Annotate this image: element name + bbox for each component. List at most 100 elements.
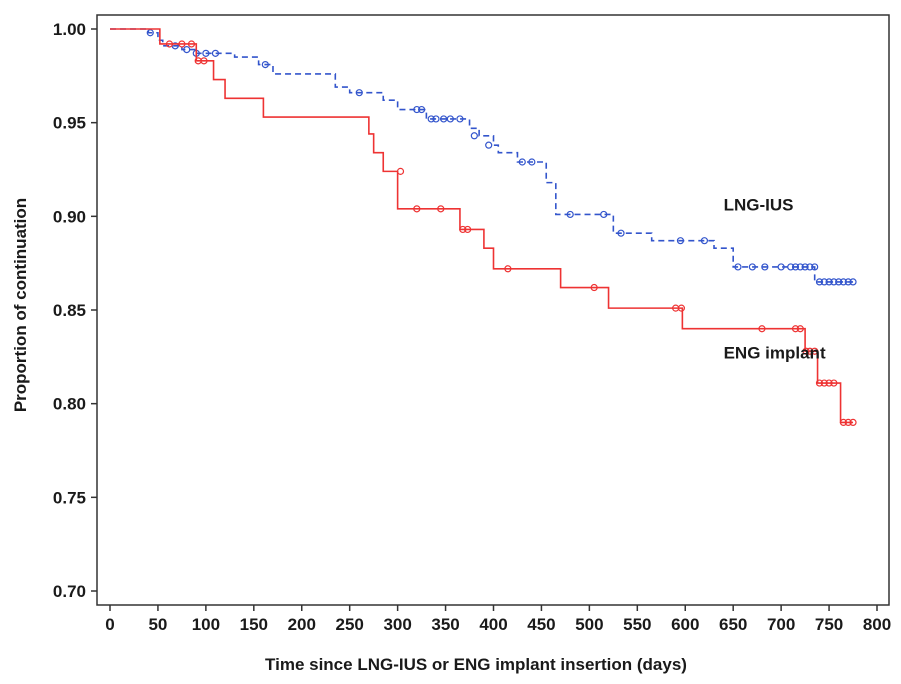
y-tick-label: 0.70 [53,582,86,601]
censor-marker [211,49,220,57]
series-eng-implant [110,28,857,426]
censor-marker [200,57,208,65]
censor-marker [839,418,848,426]
x-tick-label: 650 [719,615,747,634]
censor-marker [202,49,210,57]
censor-marker [187,40,196,48]
censor-marker [791,325,800,333]
censor-marker [413,105,421,114]
x-axis-title: Time since LNG-IUS or ENG implant insert… [265,655,687,674]
censor-marker [802,347,810,355]
censor-marker [413,205,421,213]
y-tick-label: 0.80 [53,395,86,414]
censor-marker [830,379,838,387]
x-tick-label: 450 [527,615,555,634]
series-layer [110,28,857,426]
x-tick-label: 0 [105,615,114,634]
censor-marker [590,283,598,292]
x-tick-label: 150 [240,615,268,634]
x-tick-label: 800 [863,615,891,634]
series-line [110,28,854,424]
annotation-layer: LNG-IUS ENG implant [724,196,826,363]
censor-marker [806,263,814,271]
x-tick-label: 400 [479,615,507,634]
censor-marker [432,115,440,123]
censor-marker [165,40,174,48]
y-axis: 0.70 0.75 0.80 0.85 0.90 0.95 1.00 [53,20,97,601]
x-tick-label: 500 [575,615,603,634]
censor-marker [796,263,804,271]
censor-marker [806,347,814,355]
x-tick-label: 550 [623,615,651,634]
series-annotation: LNG-IUS [724,196,794,215]
censor-marker [470,132,478,140]
censor-marker [777,263,785,271]
censor-marker [677,304,686,312]
censor-marker [825,278,833,286]
censor-marker [811,263,819,271]
censor-marker [600,210,608,219]
censor-marker [761,263,769,271]
censor-marker [820,278,828,286]
censor-marker [464,225,472,234]
x-axis: 0 50 100 150 200 250 300 350 400 450 500 550 600 650 7… [105,605,891,634]
x-tick-label: 600 [671,615,699,634]
x-tick-label: 750 [815,615,843,634]
censor-marker [427,115,435,123]
x-tick-label: 300 [383,615,411,634]
x-tick-label: 250 [336,615,364,634]
censor-marker [820,379,828,387]
censor-marker [849,278,857,286]
censor-marker [183,46,191,54]
y-tick-label: 0.85 [53,301,86,320]
censor-marker [801,263,809,271]
x-tick-label: 200 [288,615,316,634]
censor-marker [396,167,405,175]
plot-frame [96,14,890,606]
series-annotation: ENG implant [724,344,826,363]
censor-marker [485,141,493,149]
censor-marker [830,278,838,286]
censor-marker [839,278,848,286]
y-tick-label: 0.90 [53,207,86,226]
censor-marker [459,225,467,234]
censor-marker [791,263,800,271]
censor-marker [676,237,685,245]
censor-marker [844,278,852,286]
series-line [110,28,854,283]
censor-marker [844,418,852,426]
y-axis-title: Proportion of continuation [11,198,30,412]
censor-marker [758,325,766,333]
censor-marker [815,379,824,387]
censor-marker [849,418,857,426]
censor-marker [504,265,512,273]
censor-marker [835,278,843,286]
censor-marker [734,263,742,271]
censor-marker [446,115,454,123]
y-tick-label: 1.00 [53,20,86,39]
x-tick-label: 350 [431,615,459,634]
censor-marker [811,347,819,355]
censor-marker [700,237,709,245]
censor-marker [825,379,833,387]
censor-marker [355,89,363,97]
censor-marker [748,263,756,271]
censor-marker [437,205,445,213]
censor-marker [456,115,464,123]
censor-marker [787,263,795,271]
y-tick-label: 0.95 [53,114,86,133]
censor-marker [528,158,536,166]
censor-marker [815,278,824,286]
series-lng-ius [110,28,857,286]
x-tick-label: 50 [148,615,167,634]
x-tick-label: 100 [192,615,220,634]
censor-marker [796,325,804,333]
x-tick-label: 700 [767,615,795,634]
censor-marker [518,158,526,166]
y-tick-label: 0.75 [53,488,86,507]
censor-marker [617,229,625,237]
censor-marker [178,40,186,48]
censor-marker [417,105,426,114]
censor-marker [261,60,269,69]
